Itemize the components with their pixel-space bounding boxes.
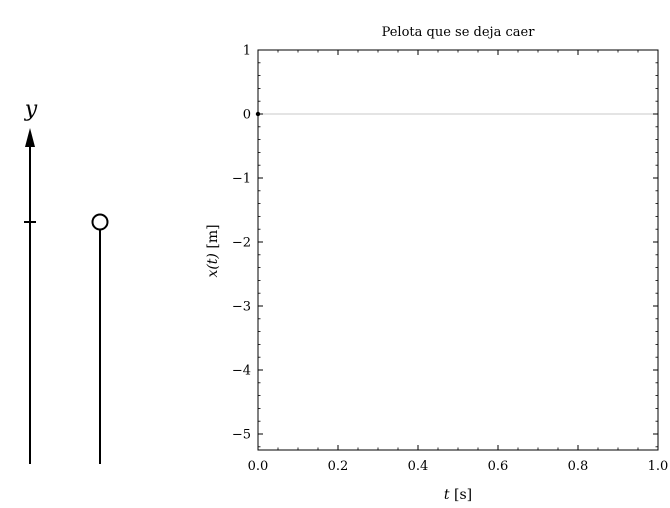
x-tick-label: 0.8 [568,459,589,474]
plot-frame [257,49,659,451]
y-tick-label: −5 [232,428,251,443]
position-time-plot: Pelota que se deja caer 0.0 0.2 0.4 0.6 0.8 1… [205,25,668,503]
ball [91,213,109,231]
x-ticks: 0.0 0.2 0.4 0.6 0.8 1.0 [248,50,669,474]
y-tick-label: 0 [243,108,251,123]
chart-title: Pelota que se deja caer [382,25,536,40]
y-axis-label-var: x(t) [205,253,221,277]
y-axis-label-unit: [m] [205,224,221,253]
x-tick-label: 0.2 [328,459,349,474]
y-axis-label: x(t) [m] [205,224,221,277]
x-tick-label: 0.4 [408,459,429,474]
y-axis-symbol: y [24,97,38,122]
x-tick-label: 0.0 [248,459,269,474]
ball-drop-schematic: y [24,97,109,464]
y-tick-label: −1 [232,172,251,187]
x-tick-label: 0.6 [488,459,509,474]
y-tick-label: 1 [243,44,251,59]
y-tick-label: −3 [232,300,251,315]
y-tick-label: −4 [232,364,251,379]
y-tick-label: −2 [232,236,251,251]
x-axis-label-var: t [444,487,450,503]
x-axis-label: t [s] [444,487,472,503]
y-ticks: 1 0 −1 −2 −3 −4 −5 [232,44,658,448]
x-tick-label: 1.0 [648,459,669,474]
x-axis-label-unit: [s] [450,487,473,503]
y-axis-arrowhead [25,128,35,147]
